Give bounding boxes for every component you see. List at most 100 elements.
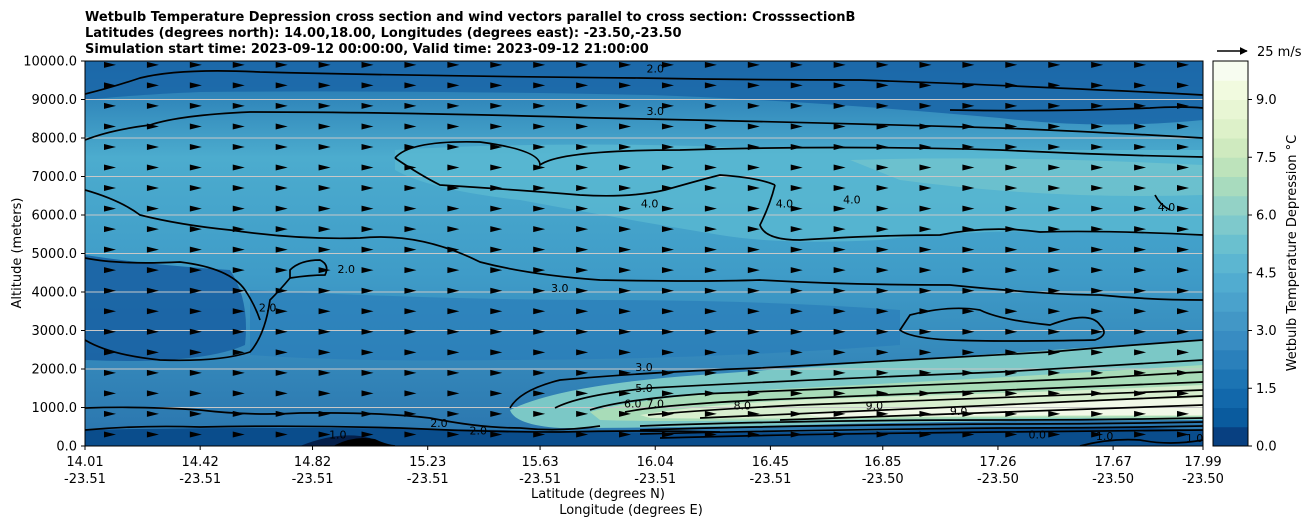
wind-vector-arrow bbox=[1048, 123, 1061, 130]
wind-vector-arrow bbox=[1048, 205, 1061, 212]
wind-vector-arrow bbox=[1177, 82, 1189, 89]
wind-vector-arrow bbox=[919, 164, 932, 171]
wind-vector-arrow bbox=[833, 431, 846, 438]
wind-vector-arrow bbox=[146, 328, 159, 335]
x-tick-label-lat: 17.67 bbox=[1095, 455, 1132, 470]
wind-vector-arrow bbox=[533, 267, 546, 274]
contour-label: 4.0 bbox=[776, 197, 794, 210]
wind-vector-arrow bbox=[576, 410, 589, 417]
colorbar-segment bbox=[1213, 292, 1248, 312]
x-tick-label-lon: -23.50 bbox=[862, 472, 904, 487]
wind-vector-arrow bbox=[1177, 205, 1189, 212]
wind-vector-arrow bbox=[404, 143, 417, 150]
wind-vector-arrow bbox=[533, 410, 546, 417]
wind-vector-arrow bbox=[146, 287, 159, 294]
contour-line-0-surface-blob bbox=[334, 438, 396, 446]
wind-vector-arrow bbox=[576, 205, 589, 212]
wind-vector-arrow bbox=[747, 308, 760, 315]
wind-vector-arrow bbox=[1177, 246, 1189, 253]
colorbar-tick-label: 4.5 bbox=[1256, 266, 1277, 281]
wind-vector-arrow bbox=[1177, 328, 1189, 335]
wind-vector-arrow bbox=[275, 328, 288, 335]
wind-vector-arrow bbox=[104, 82, 116, 89]
wind-vector-arrow bbox=[661, 267, 674, 274]
wind-vector-arrow bbox=[490, 246, 503, 253]
wind-vector-arrow bbox=[1177, 164, 1189, 171]
wind-vector-arrow bbox=[833, 226, 846, 233]
wind-vector-arrow bbox=[704, 308, 717, 315]
wind-vector-arrow bbox=[318, 287, 331, 294]
wind-vector-arrow bbox=[104, 267, 116, 274]
wind-vector-arrow bbox=[146, 143, 159, 150]
wind-vector-arrow bbox=[619, 431, 632, 438]
wind-vector-arrow bbox=[1091, 82, 1104, 89]
wind-vector-arrow bbox=[146, 205, 159, 212]
wind-vector-arrow bbox=[318, 61, 331, 68]
wind-vector-arrow bbox=[447, 369, 460, 376]
wind-vector-arrow bbox=[704, 164, 717, 171]
wind-vector-arrow bbox=[576, 369, 589, 376]
wind-vector-arrow bbox=[962, 369, 975, 376]
x-axis: 14.01 -23.51 14.42 -23.51 14.82 -23.51 15.23 -2… bbox=[64, 446, 1224, 487]
wind-vector-arrow bbox=[747, 143, 760, 150]
wind-vector-arrow bbox=[1134, 369, 1147, 376]
colorbar-segment bbox=[1213, 118, 1248, 139]
wind-vector-arrow bbox=[104, 164, 116, 171]
wind-vector-arrow bbox=[533, 308, 546, 315]
wind-vector-arrow bbox=[404, 123, 417, 130]
contour-line-1-right-surface bbox=[1079, 438, 1203, 446]
wind-vector-arrow bbox=[747, 431, 760, 438]
wind-vector-arrow bbox=[876, 61, 889, 68]
wind-vector-arrow bbox=[576, 246, 589, 253]
wind-vector-arrow bbox=[146, 431, 159, 438]
wind-vector-arrow bbox=[447, 308, 460, 315]
wind-vector-arrow bbox=[1177, 308, 1189, 315]
wind-vector-arrow bbox=[576, 390, 589, 397]
wind-vector-arrow bbox=[447, 349, 460, 356]
wind-vector-arrow bbox=[533, 82, 546, 89]
wind-vector-arrow bbox=[318, 226, 331, 233]
wind-vector-arrow bbox=[533, 61, 546, 68]
wind-vector-arrow bbox=[833, 369, 846, 376]
contour-line-2-left-loop bbox=[289, 259, 328, 279]
wind-vector-arrow bbox=[1005, 164, 1018, 171]
wind-vector-arrow bbox=[962, 328, 975, 335]
wind-vector-arrow bbox=[447, 82, 460, 89]
wind-vector-arrow bbox=[490, 390, 503, 397]
wind-vector-arrow bbox=[104, 102, 116, 109]
wind-vector-arrow bbox=[962, 308, 975, 315]
wind-vector-arrow bbox=[833, 102, 846, 109]
wind-vector-arrow bbox=[490, 308, 503, 315]
wind-vector-arrow bbox=[661, 246, 674, 253]
wind-vector-arrow bbox=[318, 143, 331, 150]
wind-vector-arrow bbox=[447, 226, 460, 233]
wind-vector-arrow bbox=[447, 267, 460, 274]
wind-vector-arrow bbox=[704, 143, 717, 150]
colorbar-segment bbox=[1213, 369, 1248, 389]
colorbar-segment bbox=[1213, 195, 1248, 216]
contour-label: 3.0 bbox=[646, 105, 664, 118]
wind-vector-arrow bbox=[1177, 226, 1189, 233]
x-tick-label-lat: 17.99 bbox=[1184, 455, 1221, 470]
wind-vector-arrow bbox=[318, 123, 331, 130]
contour-line-2-upper bbox=[85, 70, 1203, 96]
contour-label: 2.0 bbox=[646, 63, 664, 76]
wind-vector-arrow bbox=[1091, 164, 1104, 171]
wind-vector-arrow bbox=[275, 123, 288, 130]
wind-vector-arrow bbox=[146, 123, 159, 130]
wind-vector-arrow bbox=[919, 123, 932, 130]
wind-vector-arrow bbox=[619, 185, 632, 192]
wind-vector-arrow bbox=[104, 143, 116, 150]
colorbar-segment bbox=[1213, 215, 1248, 235]
wind-vector-arrow bbox=[189, 226, 202, 233]
wind-vector-arrow bbox=[790, 102, 803, 109]
wind-vector-arrow bbox=[361, 369, 374, 376]
wind-vector-arrow bbox=[919, 390, 932, 397]
wind-vector-arrow bbox=[146, 246, 159, 253]
wind-vector-arrow bbox=[189, 102, 202, 109]
wind-vector-arrow bbox=[1134, 82, 1147, 89]
colorbar-segment bbox=[1213, 253, 1248, 274]
wind-vector-arrow bbox=[1048, 369, 1061, 376]
wind-vector-arrow bbox=[232, 205, 245, 212]
wind-vector-arrow bbox=[361, 349, 374, 356]
